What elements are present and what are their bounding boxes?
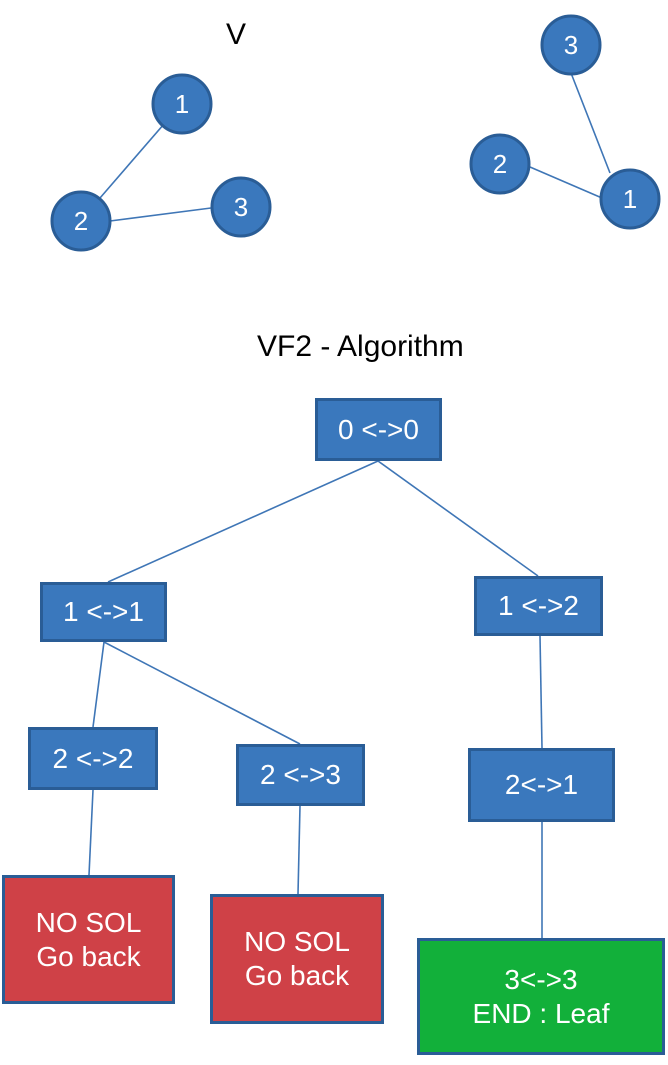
tree-edge-left-leftright <box>103 641 301 745</box>
graph-a-edge-1-2 <box>99 123 165 199</box>
leaf-solution-end: 3<->3 END : Leaf <box>417 938 665 1055</box>
graph-b-node: 3 <box>540 14 602 76</box>
leaf-no-solution-middle: NO SOL Go back <box>210 894 384 1024</box>
graph-a-edge-2-3 <box>109 207 212 222</box>
leaf-line2: Go back <box>244 960 350 991</box>
graph-b-node-label: 2 <box>493 149 507 179</box>
graph-b-node-label: 1 <box>623 184 637 214</box>
leaf-line2: END : Leaf <box>472 997 610 1029</box>
leaf-line1: NO SOL <box>244 926 350 958</box>
graph-a-title: V <box>226 18 247 51</box>
tree-node-right-level2: 2<->1 <box>468 748 615 822</box>
tree-node-label: 1 <->1 <box>63 596 144 628</box>
tree-node-left-level1: 1 <->1 <box>40 582 167 642</box>
graph-a-node: 3 <box>210 176 272 238</box>
graph-a-node-label: 1 <box>175 89 189 119</box>
leaf-line2: Go back <box>36 940 141 972</box>
tree-edge-leftleft-leaf <box>88 789 94 876</box>
tree-node-label: 2 <->3 <box>260 759 341 791</box>
tree-node-left-left: 2 <->2 <box>28 727 158 790</box>
graph-b-node-label: 3 <box>564 30 578 60</box>
tree-node-right-level1: 1 <->2 <box>474 576 603 636</box>
graph-a-node-label: 3 <box>234 192 248 222</box>
tree-node-label: 1 <->2 <box>498 590 579 622</box>
tree-edge-leftright-leaf <box>297 805 301 895</box>
tree-node-label: 0 <->0 <box>338 413 419 445</box>
graph-b-node: 2 <box>469 133 531 195</box>
tree-node-root: 0 <->0 <box>315 398 442 461</box>
leaf-no-solution-left: NO SOL Go back <box>2 875 175 1004</box>
leaf-line1: NO SOL <box>35 906 142 938</box>
leaf-line1: 3<->3 <box>504 963 578 995</box>
tree-edge-left-leftleft <box>92 641 105 728</box>
tree-node-label: 2<->1 <box>504 769 579 801</box>
tree-node-left-right: 2 <->3 <box>236 744 365 806</box>
tree-edge-root-right <box>377 460 539 577</box>
graph-a-node: 2 <box>50 190 112 252</box>
tree-edge-root-left <box>107 460 379 583</box>
tree-title: VF2 - Algorithm <box>257 330 464 363</box>
graph-b-edge-3-1 <box>570 72 611 174</box>
graph-b-node: 1 <box>599 168 661 230</box>
graph-a-node-label: 2 <box>74 206 88 236</box>
graph-b-edge-2-1 <box>529 166 603 199</box>
tree-edge-right-rightlevel2 <box>539 635 543 749</box>
graph-a-node: 1 <box>151 73 213 135</box>
tree-node-label: 2 <->2 <box>52 742 134 774</box>
